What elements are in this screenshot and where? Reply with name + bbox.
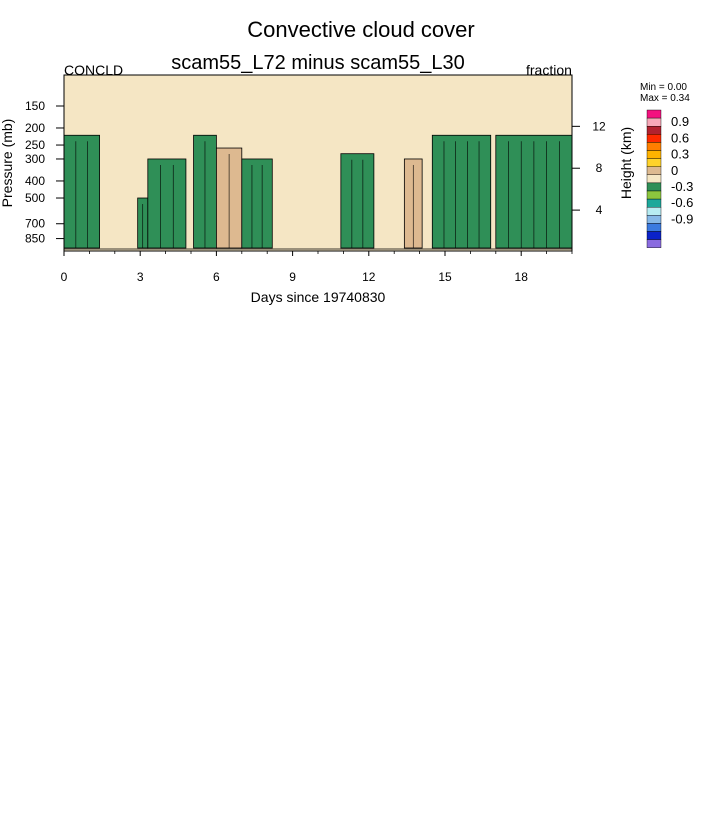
colorbar-swatch: [646, 109, 662, 119]
x-axis: 0 3 6 9 12 15 18: [61, 251, 573, 284]
colorbar-swatch: [646, 206, 662, 216]
colorbar-label: -0.9: [671, 211, 693, 226]
colorbar-label: 0.6: [671, 130, 689, 145]
y-tick-label: 200: [25, 121, 45, 135]
colorbar-swatch: [646, 231, 662, 240]
x-tick-label: 3: [137, 270, 144, 284]
x-tick-label: 15: [438, 270, 452, 284]
stats-max: Max = 0.34: [640, 93, 690, 104]
y-tick-label: 250: [25, 138, 45, 152]
contour-lines: [64, 141, 572, 250]
colorbar-swatch: [646, 174, 662, 184]
chart-subtitle: scam55_L72 minus scam55_L30: [171, 52, 465, 74]
colorbar-swatch: [646, 190, 662, 200]
y-tick-label: 850: [25, 232, 45, 246]
convective-column-9: [431, 134, 492, 249]
convective-column-1: [64, 134, 100, 249]
colorbar-swatch: [646, 158, 662, 167]
colorbar-label: -0.3: [671, 179, 693, 194]
x-axis-label: Days since 19740830: [251, 289, 386, 305]
y-axis-right-label: Height (km): [618, 127, 634, 199]
units-label: fraction: [526, 62, 572, 78]
convective-column-7: [340, 153, 375, 249]
y-axis-label: Pressure (mb): [0, 119, 15, 208]
y-right-tick-label: 12: [592, 119, 606, 133]
y-right-tick-label: 4: [596, 203, 603, 217]
y-tick-label: 700: [25, 217, 45, 231]
colorbar-label: 0.3: [671, 147, 689, 162]
colorbar-swatch: [646, 223, 662, 232]
colorbar-label: 0: [671, 163, 678, 178]
y-tick-label: 150: [25, 99, 45, 113]
chart-title: Convective cloud cover: [247, 17, 475, 42]
colorbar-label: -0.6: [671, 195, 693, 210]
convective-column-3: [147, 158, 187, 249]
x-tick-label: 9: [289, 270, 296, 284]
colorbar-swatch: [646, 117, 662, 127]
y-right-tick-label: 8: [596, 161, 603, 175]
colorbar-label: 0.9: [671, 114, 689, 129]
x-tick-label: 6: [213, 270, 220, 284]
colorbar-swatch: [646, 182, 662, 192]
colorbar-swatch: [646, 134, 662, 143]
x-tick-label: 18: [515, 270, 529, 284]
colorbar-swatch: [646, 198, 662, 208]
variable-label: CONCLD: [64, 62, 124, 78]
x-tick-label: 0: [61, 270, 68, 284]
colorbar-swatch: [646, 142, 662, 151]
y-tick-label: 400: [25, 174, 45, 188]
y-tick-label: 500: [25, 191, 45, 205]
x-tick-label: 12: [362, 270, 376, 284]
colorbar-swatch: [646, 150, 662, 159]
colorbar-swatch: [646, 239, 662, 248]
convective-column-6: [241, 158, 273, 249]
y-axis-right: 12 8 4: [572, 119, 606, 217]
y-tick-label: 300: [25, 152, 45, 166]
colorbar-swatch: [646, 215, 662, 224]
colorbar-swatch: [646, 125, 662, 135]
stats-min: Min = 0.00: [640, 82, 687, 93]
colorbar-swatch: [646, 166, 662, 175]
colorbar: 0.90.6 0.30-0.3-0.6-0.9: [646, 109, 693, 248]
